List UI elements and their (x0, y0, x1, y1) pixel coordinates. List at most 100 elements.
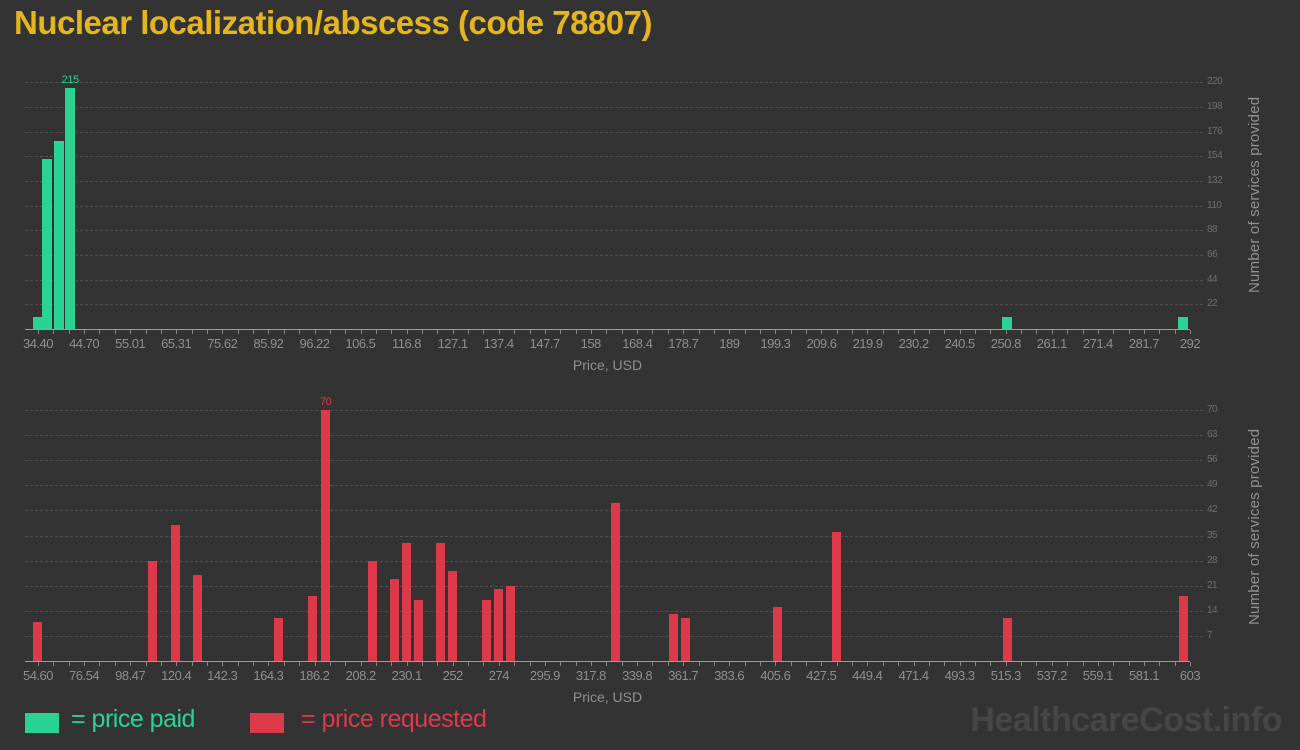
price-paid-legend-label: = price paid (71, 705, 195, 733)
x-tick-label: 96.22 (299, 336, 330, 351)
requested-bar (436, 542, 445, 661)
x-axis-tick (283, 662, 285, 666)
x-tick-label: 230.2 (898, 336, 930, 351)
x-axis-tick (222, 662, 224, 666)
x-axis-tick (529, 662, 531, 666)
x-axis-tick (606, 662, 608, 666)
x-axis-tick (729, 330, 731, 334)
x-tick-label: 405.6 (760, 668, 791, 683)
price-requested-swatch (250, 713, 284, 733)
x-axis-tick (713, 662, 715, 666)
x-axis-tick (821, 330, 823, 334)
y-axis-title: Number of services provided (1246, 428, 1263, 625)
x-axis-tick (1159, 662, 1161, 666)
requested-bar (389, 578, 399, 661)
x-axis-tick (637, 662, 638, 666)
x-axis-tick (191, 662, 193, 666)
x-axis-tick (283, 330, 285, 334)
gridline (25, 485, 1203, 487)
x-tick-label: 471.4 (898, 668, 930, 683)
price-paid-chart: 215 34.40 44.70 55.01 65.31 75.62 85.92 96.22 1… (0, 60, 1300, 390)
x-axis-tick (975, 662, 976, 666)
x-axis-tick (391, 662, 393, 666)
x-tick-label: 127.1 (437, 336, 469, 351)
x-axis-tick (621, 330, 623, 334)
gridline (25, 131, 1203, 133)
x-axis-tick (483, 330, 485, 334)
x-tick-label: 116.8 (391, 336, 422, 351)
x-axis-tick (560, 662, 562, 666)
x-tick-label: 65.31 (161, 336, 192, 351)
requested-bar (413, 600, 423, 661)
gridline (25, 409, 1203, 411)
x-tick-label: 54.60 (22, 668, 54, 683)
x-axis-tick (759, 330, 761, 334)
x-axis-tick (790, 330, 792, 334)
x-axis-tick (667, 330, 669, 334)
y-tick-label: 154 (1207, 150, 1223, 162)
x-axis-tick (375, 330, 377, 334)
gridline (25, 435, 1203, 436)
requested-bar (367, 560, 377, 661)
x-tick-label: 281.7 (1128, 336, 1160, 351)
price-requested-plot: 70 (25, 392, 1203, 666)
x-axis-tick (191, 330, 193, 334)
x-tick-label: 449.4 (852, 668, 883, 683)
x-tick-label: 164.3 (253, 668, 284, 683)
requested-bar (831, 531, 841, 661)
x-axis-tick (160, 662, 162, 666)
x-axis-tick (299, 662, 301, 666)
x-axis-tick (514, 662, 516, 666)
x-axis-tick (468, 662, 470, 666)
x-axis-tick (928, 662, 930, 666)
requested-bar (308, 596, 318, 661)
y-tick-label: 56 (1207, 454, 1218, 466)
peak-value-label: 215 (61, 74, 79, 86)
x-axis-tick (391, 330, 393, 334)
x-axis-tick (806, 662, 807, 666)
x-axis-tick (145, 330, 147, 334)
x-axis-tick (775, 662, 777, 666)
x-axis-tick (68, 330, 70, 334)
x-axis-tick (99, 662, 101, 666)
x-tick-label: 250.8 (990, 336, 1022, 351)
y-tick-label: 132 (1207, 175, 1223, 186)
price-requested-chart: 70 54.60 76.54 98.47 120.4 142.3 164.3 186.2 20… (0, 392, 1300, 722)
x-tick-label: 178.7 (668, 336, 699, 351)
x-axis-tick (84, 662, 86, 666)
requested-bar (170, 524, 180, 661)
x-tick-label: 361.7 (668, 668, 699, 683)
y-tick-label: 220 (1207, 76, 1223, 88)
x-axis-tick (38, 662, 39, 666)
x-tick-label: 219.9 (852, 336, 884, 351)
x-axis-tick (1174, 662, 1176, 666)
x-axis-tick (1021, 330, 1022, 334)
requested-bar (321, 409, 331, 661)
x-axis-title: Price, USD (572, 689, 643, 705)
gridline (25, 304, 1203, 306)
x-axis-tick (38, 330, 39, 334)
x-axis-tick (867, 662, 869, 666)
x-axis-tick (314, 330, 316, 334)
requested-bar (506, 585, 516, 661)
x-tick-label: 209.6 (806, 336, 837, 351)
x-axis-tick (68, 662, 70, 666)
legend: = price paid = price requested (0, 703, 700, 743)
x-axis-tick (990, 662, 992, 666)
gridline (25, 181, 1203, 182)
x-axis-tick (452, 662, 454, 666)
x-tick-label: 34.40 (22, 336, 54, 351)
x-axis-tick (99, 330, 101, 334)
x-axis-tick (1036, 662, 1038, 666)
requested-bar (668, 614, 678, 661)
x-axis-tick (145, 662, 147, 666)
x-tick-label: 120.4 (161, 668, 192, 683)
x-axis-tick (222, 330, 224, 334)
x-axis-title: Price, USD (572, 357, 643, 373)
gridline (25, 82, 1203, 84)
paid-bar (1178, 316, 1189, 329)
y-tick-label: 176 (1207, 125, 1223, 137)
paid-bar (65, 88, 76, 329)
x-tick-label: 199.3 (760, 336, 791, 351)
x-axis-tick (114, 662, 116, 666)
